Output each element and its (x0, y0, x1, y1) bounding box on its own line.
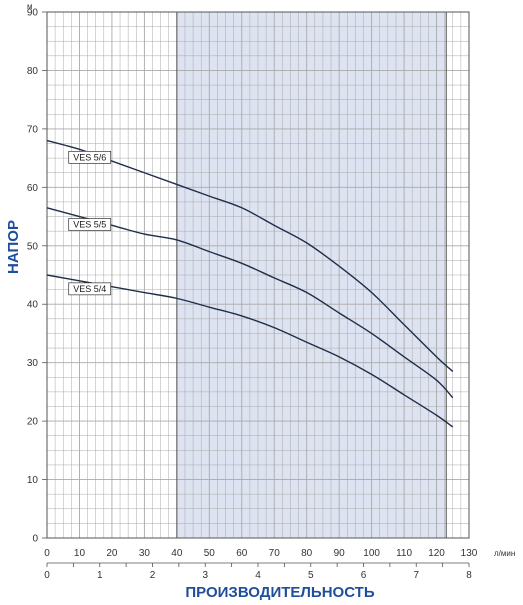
x2-tick-label: 1 (97, 570, 103, 581)
x-tick-label: 10 (74, 548, 86, 559)
series-label-1: VES 5/6 (73, 152, 106, 162)
x2-tick-label: 5 (308, 570, 314, 581)
x-tick-labels: 0 10 20 30 40 50 60 70 80 90 100 110 120 130 (44, 548, 478, 559)
x2-tick-label: 4 (255, 570, 261, 581)
x-tick-label: 30 (139, 548, 151, 559)
series-line-3 (46, 274, 454, 428)
x2-tick-labels: 0 1 2 3 4 5 6 7 8 (44, 570, 472, 581)
series-label-3: VES 5/4 (73, 284, 106, 294)
x-tick-label: 40 (171, 548, 183, 559)
y-unit-label: м (27, 2, 33, 11)
series-line-2 (46, 207, 454, 399)
x2-tick-label: 7 (413, 570, 419, 581)
x2-tick-label: 3 (202, 570, 208, 581)
y-axis-title: НАПОР (5, 220, 22, 274)
curves (46, 139, 454, 428)
x-axis-title: ПРОИЗВОДИТЕЛЬНОСТЬ (185, 584, 374, 601)
x-tick-label: 20 (106, 548, 118, 559)
series-label-box (68, 282, 112, 296)
series-label-box (68, 150, 112, 164)
grid (46, 11, 470, 567)
x-tick-label: 50 (204, 548, 216, 559)
x-unit-label: л/мин (494, 549, 515, 558)
x-tick-label: 120 (428, 548, 445, 559)
series-line-1 (46, 139, 454, 372)
y-tick-label: 70 (27, 124, 39, 135)
y-tick-label: 0 (32, 534, 38, 545)
x2-tick-label: 2 (150, 570, 156, 581)
y-tick-label: 40 (27, 300, 39, 311)
x-tick-label: 90 (334, 548, 346, 559)
series-labels: VES 5/6 VES 5/5 VES 5/4 (68, 150, 112, 296)
x-tick-label: 60 (236, 548, 248, 559)
y-tick-label: 90 (27, 8, 39, 19)
x2-tick-label: 0 (44, 570, 50, 581)
series-label-box (68, 218, 112, 231)
y-tick-label: 80 (27, 66, 39, 77)
y-tick-label: 60 (27, 183, 39, 194)
y-tick-label: 20 (27, 417, 39, 428)
x-tick-label: 70 (269, 548, 281, 559)
x-tick-label: 130 (461, 548, 478, 559)
x-tick-label: 80 (301, 548, 313, 559)
series-label-2: VES 5/5 (73, 220, 106, 230)
y-tick-label: 50 (27, 241, 39, 252)
y-tick-label: 30 (27, 358, 39, 369)
x-tick-label: 0 (44, 548, 50, 559)
y-tick-label: 10 (27, 475, 39, 486)
x-tick-label: 110 (396, 548, 412, 559)
y-tick-labels: 0 10 20 30 40 50 60 70 80 90 (27, 8, 47, 545)
x-tick-label: 100 (363, 548, 380, 559)
x2-tick-label: 6 (361, 570, 367, 581)
x2-tick-label: 8 (466, 570, 472, 581)
